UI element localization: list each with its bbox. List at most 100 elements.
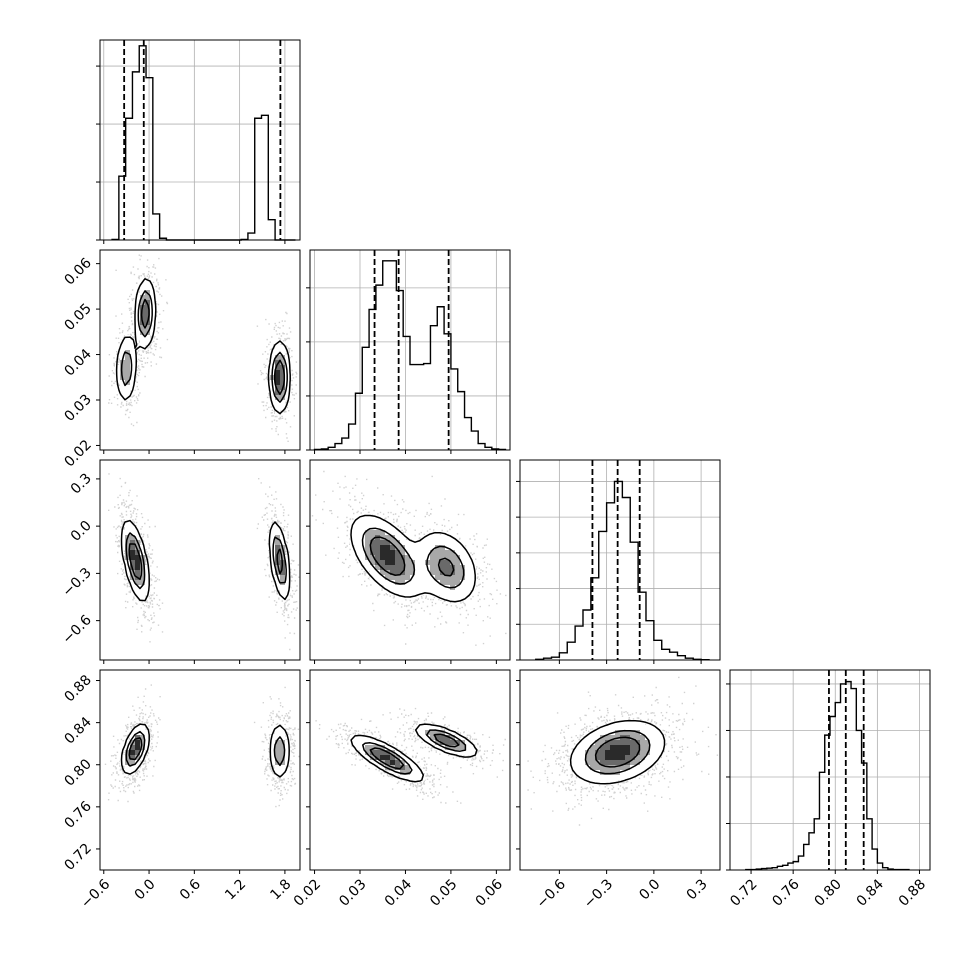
density-cell [135,320,141,326]
density-cell [270,560,276,566]
density-cell [360,555,366,561]
density-cell [590,765,596,771]
density-cell [355,525,361,531]
density-cell [585,760,591,766]
density-cell [375,740,381,746]
density-cell [445,535,451,541]
density-cell [625,750,631,756]
y-tick-label: 0.03 [61,392,94,425]
density-cell [440,560,446,566]
density-cell [470,570,476,576]
density-cell [350,740,356,746]
density-cell [380,580,386,586]
density-cell [385,575,391,581]
density-cell [635,755,641,761]
density-cell [630,745,636,751]
density-cell [600,760,606,766]
contour-line [128,543,284,581]
density-cell [140,725,146,731]
density-cell [410,570,416,576]
density-cell [145,325,151,331]
density-cell [465,590,471,596]
x-tick-label: 0.76 [769,876,802,909]
density-cell [365,560,371,566]
density-cell [435,540,441,546]
density-cell [610,745,616,751]
density-cell [125,540,131,546]
density-cell [275,745,281,751]
density-cell [390,565,396,571]
density-cell [635,765,641,771]
density-cell [130,550,136,556]
density-cell [135,760,141,766]
density-cell [120,350,126,356]
density-cell [285,390,291,396]
density-cell [135,585,141,591]
density-cell [125,360,131,366]
density-cell [125,570,131,576]
density-cell [445,555,451,561]
density-cell [390,550,396,556]
density-cell [415,580,421,586]
scatter-panel-1-3 [306,669,511,874]
density-cell [470,585,476,591]
density-cell [655,750,661,756]
density-cell [595,730,601,736]
density-cell [400,580,406,586]
density-cell [355,740,361,746]
y-tick-label: 0.84 [61,714,94,747]
density-cell [640,755,646,761]
density-cell [610,740,616,746]
density-cell [425,580,431,586]
x-tick-label: −0.6 [534,876,569,911]
density-cell [420,555,426,561]
density-cell [145,585,151,591]
density-cell [130,525,136,531]
density-cell [375,750,381,756]
density-cell [365,755,371,761]
density-cell [370,745,376,751]
density-cell [135,325,141,331]
density-cell [275,380,281,386]
density-cell [600,780,606,786]
density-cell [405,590,411,596]
density-cell [645,740,651,746]
density-cell [135,750,141,756]
y-tick-label: −0.6 [59,612,94,647]
density-cell [140,585,146,591]
density-cell [400,775,406,781]
density-cell [385,580,391,586]
density-cell [150,290,156,296]
density-cell [450,580,456,586]
density-cell [125,750,131,756]
density-cell [135,295,141,301]
density-cell [380,540,386,546]
density-cell [605,765,611,771]
density-cell [285,755,291,761]
density-cell [380,755,386,761]
density-cell [430,545,436,551]
density-cell [130,545,136,551]
density-cell [620,775,626,781]
density-cell [630,720,636,726]
panel-frame [99,669,301,871]
density-cell [275,345,281,351]
density-cell [625,720,631,726]
density-cell [365,540,371,546]
density-cell [450,555,456,561]
x-tick-label: 0.88 [896,876,929,909]
density-cell [655,735,661,741]
density-cell [355,545,361,551]
density-cell [610,750,616,756]
density-cell [595,740,601,746]
density-cell [590,775,596,781]
density-cell [460,745,466,751]
density-cell [440,535,446,541]
density-cell [430,550,436,556]
density-cell [660,745,666,751]
density-cell [375,540,381,546]
density-cell [275,535,281,541]
density-cell [415,540,421,546]
density-cell [280,570,286,576]
density-cell [370,760,376,766]
